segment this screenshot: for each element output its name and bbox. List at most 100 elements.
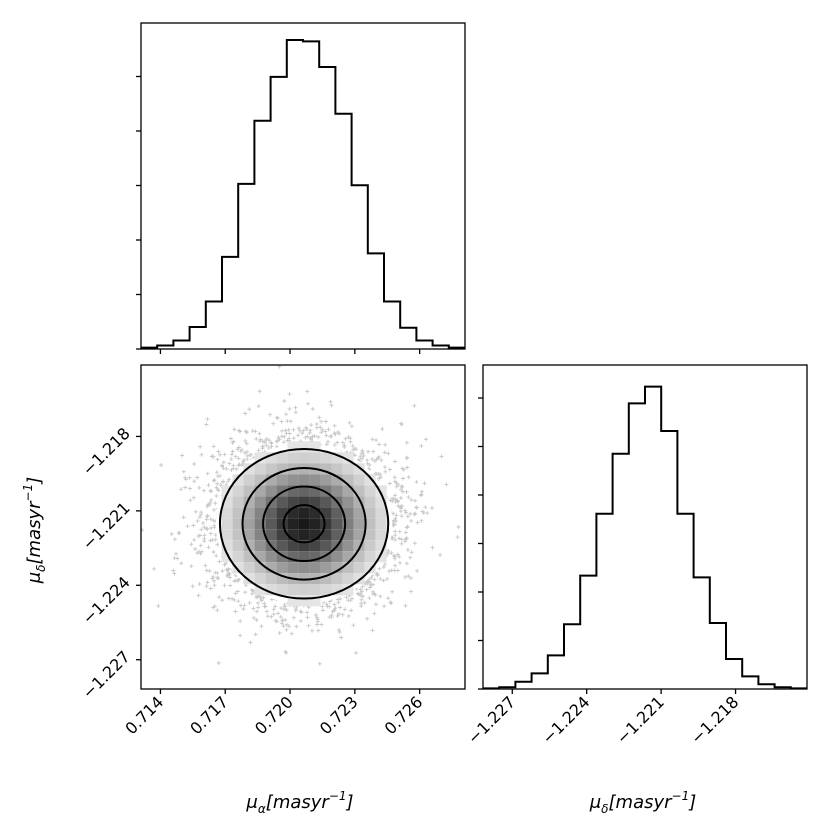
density-cell — [320, 496, 332, 508]
density-cell — [342, 540, 354, 552]
density-cell — [331, 573, 343, 585]
density-cell — [287, 474, 299, 486]
x-axis-label-left: μα[masyr−1] — [245, 789, 353, 816]
density-cell — [254, 584, 266, 596]
density-cell — [265, 529, 277, 541]
density-cell — [298, 485, 310, 497]
histogram-right-xtick-label: −1.227 — [464, 692, 519, 747]
density-cell — [331, 485, 343, 497]
density-cell — [232, 551, 244, 563]
density-cell — [320, 507, 332, 519]
density-cell — [254, 507, 266, 519]
density-cell — [353, 507, 365, 519]
density-cell — [298, 595, 310, 607]
right-histogram-panel: −1.227 −1.224 −1.221 −1.218 — [464, 364, 808, 748]
density-cell — [309, 595, 321, 607]
density-cell — [364, 496, 376, 508]
density-cell — [232, 507, 244, 519]
density-cell — [375, 496, 387, 508]
density-cell — [287, 507, 299, 519]
density-cell — [353, 463, 365, 475]
density-cell — [276, 474, 288, 486]
density-cell — [243, 562, 255, 574]
histogram-right-frame — [482, 364, 808, 690]
density-cell — [320, 573, 332, 585]
density-cell — [265, 551, 277, 563]
density-cell — [232, 485, 244, 497]
histogram-top-steps — [141, 39, 465, 349]
density-cell — [331, 518, 343, 530]
density-cell — [243, 573, 255, 585]
density-cell — [276, 463, 288, 475]
density-cell — [254, 452, 266, 464]
density-cell — [221, 551, 233, 563]
density-cell — [298, 529, 310, 541]
density-cell — [298, 496, 310, 508]
density-cell — [342, 584, 354, 596]
density-cell — [287, 551, 299, 563]
histogram-right-xtick-label: −1.218 — [687, 692, 742, 747]
density-cell — [254, 485, 266, 497]
density-cell — [298, 540, 310, 552]
density-cell — [309, 562, 321, 574]
density-cell — [298, 551, 310, 563]
density-cell — [320, 474, 332, 486]
density-cell — [287, 485, 299, 497]
density-cell — [320, 540, 332, 552]
density-cell — [287, 441, 299, 453]
density-cell — [342, 573, 354, 585]
density-cell — [309, 474, 321, 486]
density-cell — [320, 551, 332, 563]
density-cell — [265, 584, 277, 596]
density-cell — [353, 474, 365, 486]
density-cell — [342, 463, 354, 475]
density-cell — [276, 551, 288, 563]
density-cell — [265, 485, 277, 497]
density-cell — [320, 518, 332, 530]
density-cell — [243, 474, 255, 486]
density-cell — [342, 551, 354, 563]
density-cell — [254, 573, 266, 585]
density-cell — [353, 518, 365, 530]
scatter-ytick-label: −1.218 — [79, 424, 134, 479]
density-cell — [221, 540, 233, 552]
top-histogram-panel — [136, 22, 466, 354]
density-cell — [276, 573, 288, 585]
scatter-frame — [140, 364, 466, 690]
density-cell — [276, 584, 288, 596]
density-cell — [265, 562, 277, 574]
scatter-xtick-label: 0.714 — [121, 692, 167, 738]
scatter-ytick-label: −1.224 — [79, 573, 134, 628]
density-cell — [265, 463, 277, 475]
density-cell — [232, 562, 244, 574]
scatter-xtick-label: 0.726 — [381, 692, 427, 738]
density-cell — [221, 496, 233, 508]
density-cell — [276, 540, 288, 552]
density-cell — [243, 518, 255, 530]
density-cell — [265, 573, 277, 585]
density-cell — [320, 584, 332, 596]
density-cell — [353, 562, 365, 574]
density-cell — [298, 452, 310, 464]
x-axis-label-right: μδ[masyr−1] — [589, 789, 697, 816]
density-cell — [287, 584, 299, 596]
density-cell — [243, 485, 255, 497]
scatter-ytick-label: −1.227 — [79, 647, 134, 702]
density-cell — [342, 496, 354, 508]
density-cell — [320, 562, 332, 574]
scatter-xtick-label: 0.717 — [186, 692, 232, 738]
histogram-right-steps — [483, 385, 807, 690]
density-cell — [309, 518, 321, 530]
density-cell — [353, 496, 365, 508]
scatter-xtick-label: 0.720 — [251, 692, 297, 738]
density-cell — [276, 507, 288, 519]
density-cell — [265, 507, 277, 519]
density-cell — [353, 529, 365, 541]
y-axis-label: μδ[masyr−1] — [21, 477, 48, 585]
density-cell — [309, 441, 321, 453]
density-cell — [243, 463, 255, 475]
density-cell — [221, 518, 233, 530]
scatter-contour-panel: 0.714 0.717 0.720 0.723 0.726 −1.218 −1.221 −1.… — [79, 364, 466, 738]
density-cell — [320, 485, 332, 497]
density-cell — [254, 529, 266, 541]
